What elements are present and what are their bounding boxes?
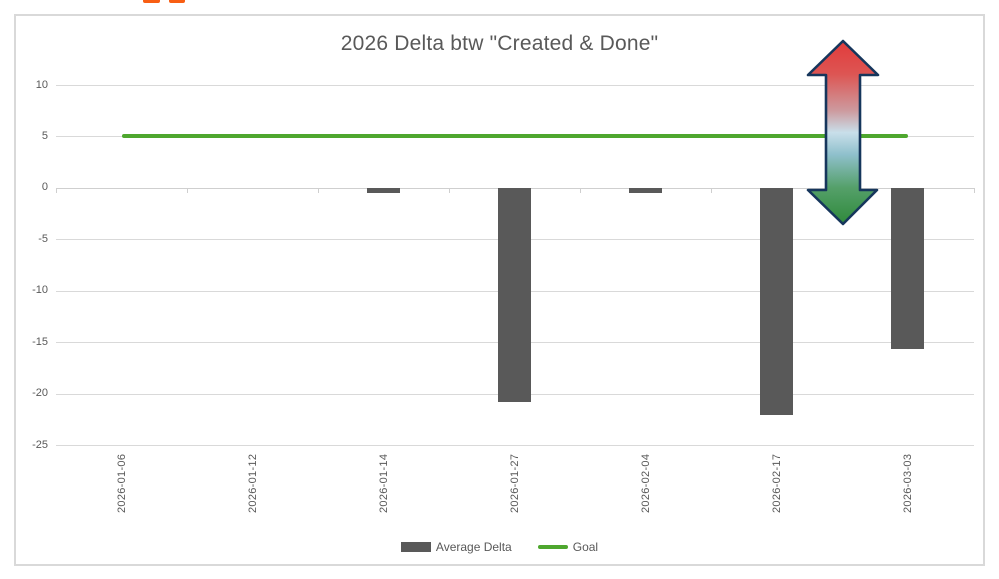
bar-2026-01-27 (498, 187, 532, 402)
x-axis-tick-label: 2026-02-17 (770, 454, 783, 514)
y-gridline (56, 85, 974, 86)
y-axis-tick-label: 10 (35, 78, 48, 91)
chart-legend: Average Delta Goal (16, 538, 983, 556)
x-axis-tick-mark (580, 187, 582, 193)
y-gridline (56, 445, 974, 446)
x-axis-tick-label: 2026-01-06 (115, 454, 128, 514)
x-axis-tick-label: 2026-01-27 (508, 454, 521, 514)
y-axis-tick-label: -10 (32, 284, 48, 297)
x-axis-tick-label: 2026-02-04 (639, 454, 652, 514)
x-axis-tick-mark (973, 187, 975, 193)
chart-title: 2026 Delta btw "Created & Done" (340, 32, 659, 55)
double-headed-arrow-shape (806, 39, 880, 226)
legend-line-swatch (537, 545, 568, 549)
legend-bar-swatch (400, 542, 431, 552)
y-axis-tick-label: 0 (41, 181, 48, 194)
x-axis-tick-mark (711, 187, 713, 193)
goal-line (121, 134, 908, 139)
legend-item-line: Goal (537, 540, 599, 554)
legend-item-bar: Average Delta (400, 540, 512, 554)
legend-label: Average Delta (435, 540, 512, 554)
chart-frame: 2026 Delta btw "Created & Done" 10 5 0 -5 -1… (14, 14, 985, 566)
x-axis-tick-label: 2026-01-12 (246, 454, 259, 514)
bar-2026-02-17 (760, 187, 794, 416)
x-axis-tick-mark (187, 187, 189, 193)
y-axis-tick-label: -25 (32, 438, 48, 451)
logo-fragment-left (143, 0, 160, 3)
up-down-arrow-graphic (804, 38, 882, 228)
y-axis-tick-label: 5 (41, 129, 48, 142)
x-axis-tick-mark (318, 187, 320, 193)
bar-2026-03-03 (891, 187, 925, 350)
legend-label: Goal (572, 540, 599, 554)
x-axis-tick-label: 2026-03-03 (901, 454, 914, 514)
bar-2026-01-14 (367, 187, 401, 193)
y-axis-tick-label: -15 (32, 335, 48, 348)
bar-2026-02-04 (629, 187, 663, 193)
y-axis-tick-label: -20 (32, 387, 48, 400)
x-axis-tick-label: 2026-01-14 (377, 454, 390, 514)
x-axis-tick-mark (56, 187, 57, 193)
y-axis-tick-label: -5 (38, 232, 48, 245)
x-axis-tick-mark (449, 187, 451, 193)
logo-fragment-right (169, 0, 185, 3)
